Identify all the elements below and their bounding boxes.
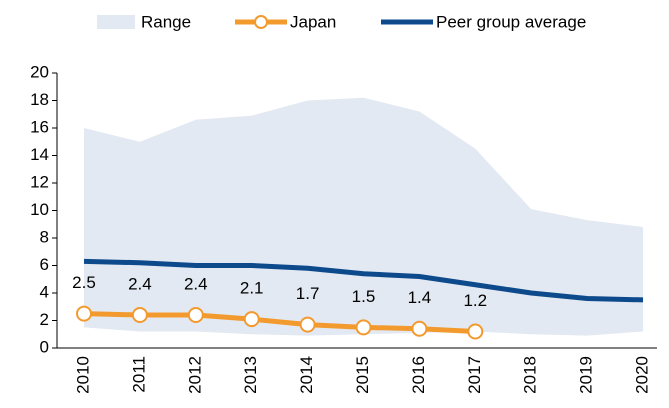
y-tick-label: 8 — [40, 227, 49, 246]
legend-label: Japan — [290, 12, 336, 31]
x-tick-label: 2014 — [297, 356, 316, 394]
data-label: 1.4 — [408, 288, 432, 307]
data-label: 2.4 — [184, 274, 208, 293]
y-tick-label: 16 — [30, 117, 49, 136]
marker — [299, 316, 316, 333]
data-label: 2.4 — [128, 274, 152, 293]
marker — [187, 307, 204, 323]
y-tick-label: 0 — [40, 337, 49, 356]
x-tick-label: 2011 — [129, 356, 148, 393]
x-tick-label: 2012 — [185, 356, 204, 394]
legend-marker — [254, 15, 268, 29]
marker — [76, 305, 92, 322]
y-tick-label: 6 — [40, 255, 49, 274]
marker — [411, 320, 428, 337]
x-tick-label: 2015 — [353, 356, 372, 394]
y-tick-label: 4 — [40, 282, 49, 301]
marker — [243, 311, 260, 328]
y-tick-label: 18 — [30, 90, 49, 109]
legend-swatch — [97, 15, 135, 29]
x-tick-label: 2010 — [73, 356, 92, 394]
line — [83, 258, 644, 303]
data-label: 2.5 — [72, 273, 96, 292]
x-tick-label: 2016 — [409, 356, 428, 394]
data-label: 1.2 — [463, 291, 487, 310]
y-tick-label: 20 — [30, 62, 49, 81]
data-label: 1.5 — [352, 287, 376, 306]
y-tick-label: 10 — [30, 200, 49, 219]
legend-label: Peer group average — [436, 12, 586, 31]
range-area — [84, 97, 643, 336]
data-label: 1.7 — [296, 284, 320, 303]
x-tick-label: 2018 — [521, 356, 540, 394]
x-tick-label: 2017 — [465, 356, 484, 394]
data-label: 2.1 — [240, 279, 264, 298]
marker — [355, 319, 372, 336]
x-tick-label: 2020 — [632, 356, 651, 394]
x-tick-label: 2019 — [577, 356, 596, 394]
marker — [131, 307, 148, 323]
marker — [467, 323, 484, 340]
y-tick-label: 2 — [40, 310, 49, 329]
line — [83, 311, 476, 334]
y-tick-label: 12 — [30, 172, 49, 191]
y-tick-label: 14 — [30, 145, 49, 164]
x-tick-label: 2013 — [241, 356, 260, 394]
legend-label: Range — [141, 12, 191, 31]
